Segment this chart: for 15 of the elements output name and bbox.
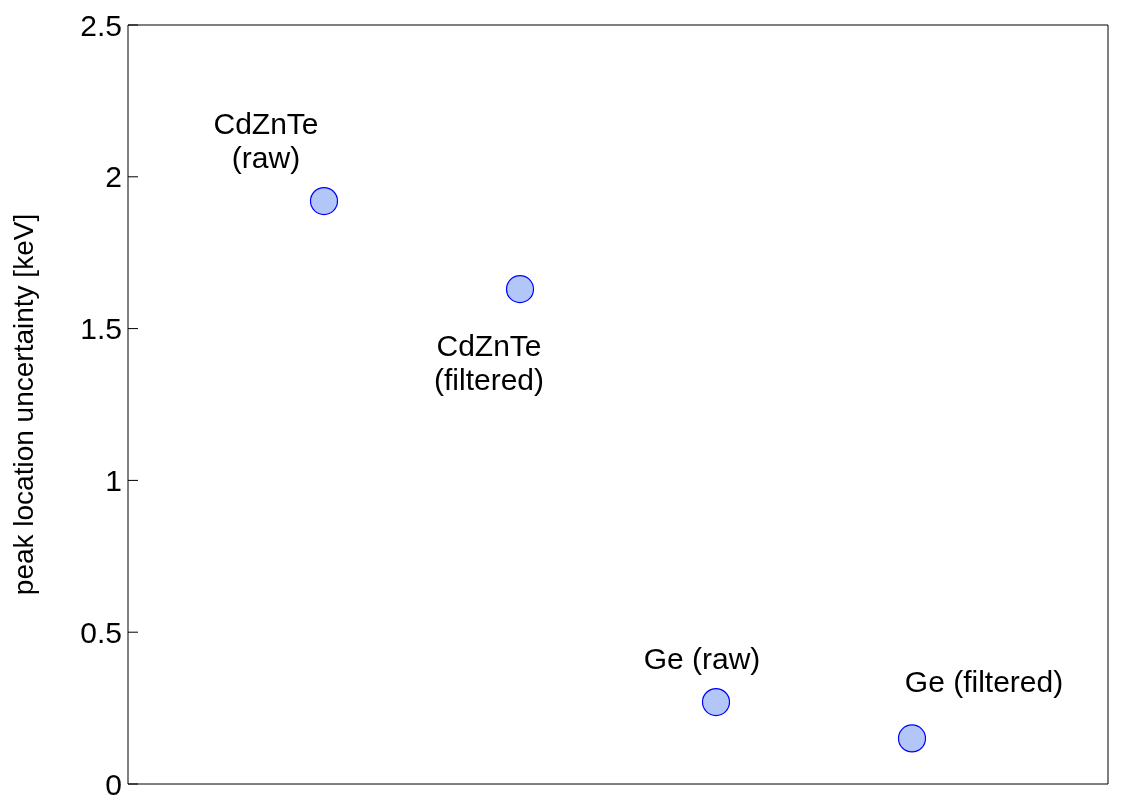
y-axis-title: peak location uncertainty [keV]: [7, 213, 39, 596]
annotation: Ge (raw): [643, 641, 761, 675]
y-tick-label: 2: [105, 160, 122, 194]
y-tick-label: 0: [105, 767, 122, 801]
annotation: Ge (filtered): [904, 664, 1064, 698]
point: [309, 186, 339, 216]
annotation: CdZnTe (filtered): [433, 328, 545, 396]
annotation: CdZnTe (raw): [213, 106, 319, 174]
y-tick-label: 2.5: [80, 8, 122, 42]
y-tick-label: 1: [105, 464, 122, 498]
point: [897, 724, 927, 753]
point: [505, 275, 535, 304]
y-tick-label: 1.5: [80, 312, 122, 346]
point: [701, 687, 731, 717]
y-tick-label: 0.5: [80, 615, 122, 649]
